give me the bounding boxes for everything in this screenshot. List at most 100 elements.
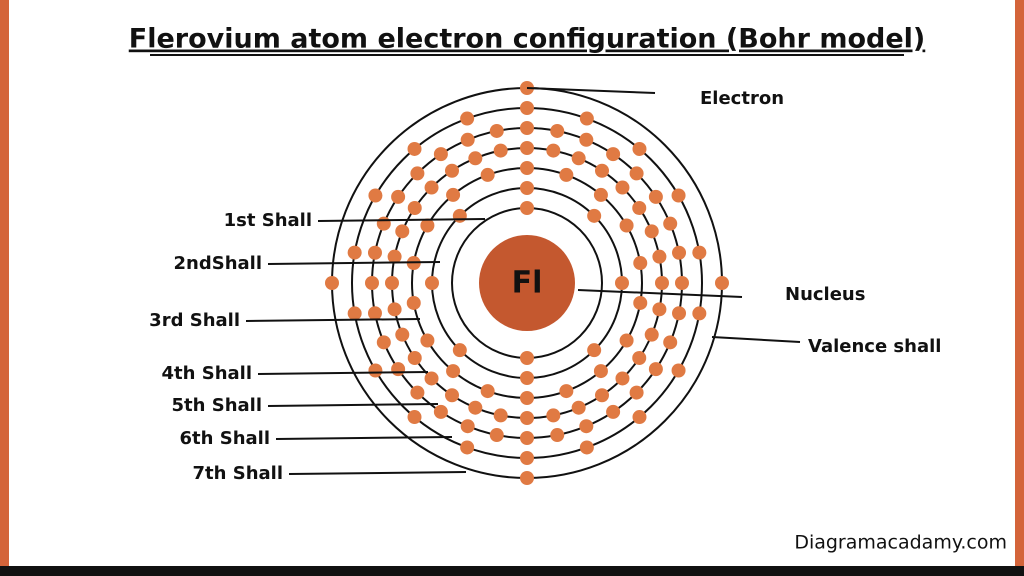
- shell-label: 3rd Shall: [149, 310, 240, 331]
- electron: [407, 141, 422, 156]
- electron: [493, 408, 508, 423]
- leader-line: [257, 371, 429, 375]
- electron: [632, 141, 647, 156]
- nucleus-symbol: Fl: [512, 266, 543, 301]
- electron: [365, 276, 379, 290]
- electron: [368, 188, 383, 203]
- electron: [692, 245, 707, 260]
- electron: [632, 410, 647, 425]
- electron: [468, 151, 483, 166]
- electron: [424, 180, 439, 195]
- electron: [587, 343, 602, 358]
- shell-label: 7th Shall: [193, 463, 283, 484]
- electron: [406, 295, 421, 310]
- shell-label: 6th Shall: [180, 428, 270, 449]
- electron: [587, 208, 602, 223]
- electron: [433, 147, 448, 162]
- electron: [410, 166, 425, 181]
- electron: [493, 143, 508, 158]
- electron: [480, 384, 495, 399]
- electron: [425, 276, 439, 290]
- electron: [391, 362, 406, 377]
- electron: [579, 132, 594, 147]
- electron: [619, 218, 634, 233]
- electron: [387, 249, 402, 264]
- electron: [559, 167, 574, 182]
- electron: [387, 302, 402, 317]
- electron: [633, 295, 648, 310]
- electron: [550, 123, 565, 138]
- electron: [579, 440, 594, 455]
- electron: [520, 371, 534, 385]
- leader-line: [526, 87, 656, 94]
- electron: [632, 200, 647, 215]
- electron: [347, 245, 362, 260]
- electron: [546, 408, 561, 423]
- electron: [615, 276, 629, 290]
- electron: [520, 451, 534, 465]
- electron: [663, 216, 678, 231]
- leader-line: [577, 289, 743, 298]
- electron: [420, 218, 435, 233]
- electron: [444, 388, 459, 403]
- electron: [715, 276, 729, 290]
- electron: [520, 351, 534, 365]
- leader-line: [267, 403, 439, 407]
- electron: [546, 143, 561, 158]
- electron: [633, 256, 648, 271]
- electron: [550, 428, 565, 443]
- leader-line: [711, 336, 801, 343]
- footer-site: Diagramacadamy.com: [794, 532, 1007, 554]
- electron: [579, 111, 594, 126]
- bottom-bar: [0, 566, 1024, 576]
- electron: [460, 440, 475, 455]
- electron: [395, 224, 410, 239]
- right-border: [1015, 0, 1024, 576]
- electron-label: Electron: [700, 88, 784, 109]
- electron: [460, 132, 475, 147]
- electron: [520, 181, 534, 195]
- electron: [644, 224, 659, 239]
- electron: [520, 391, 534, 405]
- shell-label: 2ndShall: [174, 253, 263, 274]
- leader-line: [267, 261, 441, 265]
- electron: [391, 189, 406, 204]
- electron: [460, 111, 475, 126]
- electron: [446, 364, 461, 379]
- electron: [629, 385, 644, 400]
- electron: [376, 216, 391, 231]
- electron: [407, 351, 422, 366]
- electron: [672, 245, 687, 260]
- electron: [579, 419, 594, 434]
- electron: [615, 371, 630, 386]
- electron: [325, 276, 339, 290]
- electron: [672, 306, 687, 321]
- electron: [468, 400, 483, 415]
- electron: [655, 276, 669, 290]
- shell-label: 1st Shall: [224, 210, 312, 231]
- electron: [520, 201, 534, 215]
- leader-line: [317, 218, 486, 222]
- electron: [460, 419, 475, 434]
- electron: [385, 276, 399, 290]
- electron: [652, 302, 667, 317]
- electron: [489, 428, 504, 443]
- electron: [347, 306, 362, 321]
- electron: [433, 404, 448, 419]
- electron: [520, 431, 534, 445]
- electron: [367, 306, 382, 321]
- electron: [520, 161, 534, 175]
- electron: [595, 388, 610, 403]
- electron: [452, 208, 467, 223]
- electron: [595, 163, 610, 178]
- electron: [376, 335, 391, 350]
- electron: [593, 364, 608, 379]
- electron: [520, 101, 534, 115]
- leader-line: [275, 436, 453, 440]
- electron: [671, 188, 686, 203]
- electron: [446, 187, 461, 202]
- leader-line: [245, 318, 421, 322]
- electron: [480, 167, 495, 182]
- electron: [606, 147, 621, 162]
